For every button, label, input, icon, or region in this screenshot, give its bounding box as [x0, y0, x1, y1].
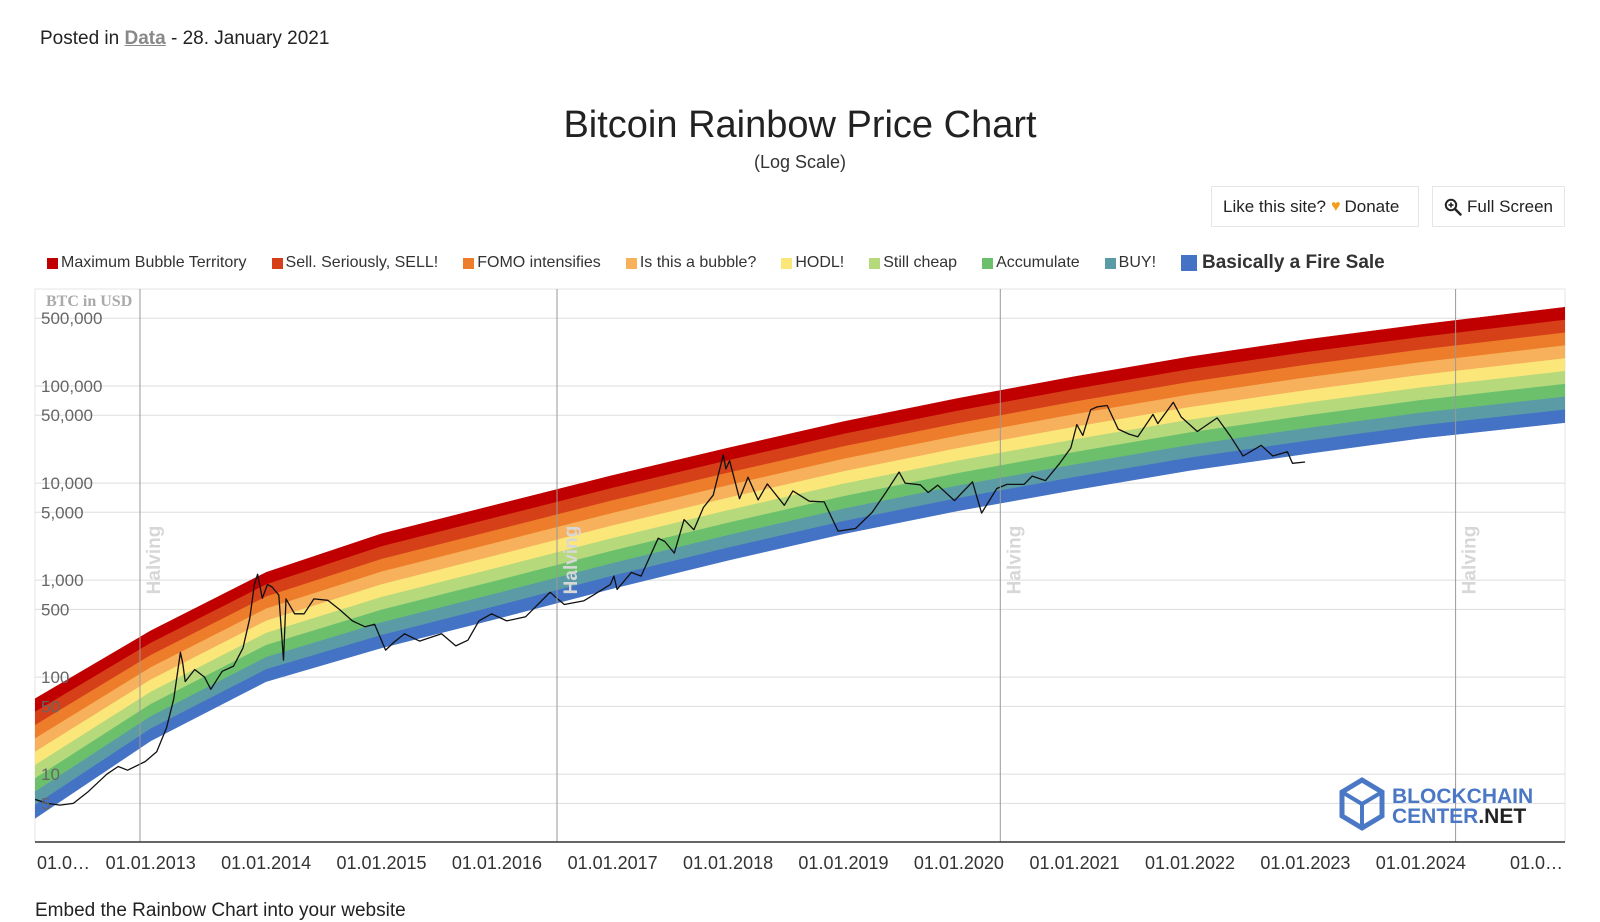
x-tick-label: 01.01.2015: [336, 853, 426, 873]
logo-text-net: .NET: [1478, 805, 1526, 828]
y-tick-label: 1,000: [41, 571, 84, 590]
donate-button[interactable]: Like this site? ♥ Donate: [1211, 186, 1419, 227]
legend-swatch: [1181, 255, 1198, 271]
fullscreen-label: Full Screen: [1467, 196, 1553, 216]
x-tick-label: 01.01.2014: [221, 853, 311, 873]
legend-item[interactable]: FOMO intensifies: [463, 254, 601, 272]
y-tick-label: 500: [41, 600, 69, 619]
y-tick-label: 10,000: [41, 474, 93, 493]
donate-label: Donate: [1344, 196, 1400, 216]
halving-label: Halving: [144, 526, 165, 595]
x-tick-label: 01.01.2017: [568, 853, 658, 873]
y-tick-label: 50: [41, 697, 60, 716]
legend-item[interactable]: Accumulate: [982, 254, 1080, 272]
legend-item[interactable]: HODL!: [781, 254, 844, 272]
price-line: [35, 401, 1306, 806]
logo-text-1: BLOCKCHAIN: [1392, 785, 1533, 808]
fullscreen-button[interactable]: Full Screen: [1432, 186, 1565, 227]
legend-swatch: [781, 257, 793, 269]
legend-item[interactable]: Basically a Fire Sale: [1181, 252, 1385, 274]
legend-swatch: [1104, 257, 1116, 269]
legend-swatch: [982, 257, 994, 269]
chart-title: Bitcoin Rainbow Price Chart: [563, 104, 1037, 146]
legend-label: Basically a Fire Sale: [1202, 252, 1385, 273]
legend-item[interactable]: Sell. Seriously, SELL!: [271, 254, 439, 272]
legend-label: BUY!: [1118, 254, 1157, 271]
x-tick-label: 01.01.2019: [798, 853, 888, 873]
x-tick-label: 01.01.2016: [452, 853, 542, 873]
legend-item[interactable]: Is this a bubble?: [625, 254, 757, 272]
chart-subtitle: (Log Scale): [753, 152, 847, 172]
y-tick-label: 500,000: [41, 309, 102, 328]
legend-item[interactable]: Still cheap: [869, 254, 957, 272]
legend-swatch: [625, 257, 637, 269]
legend-label: Accumulate: [996, 254, 1080, 271]
logo-text-2: CENTER.NET: [1392, 805, 1526, 828]
legend-label: Maximum Bubble Territory: [61, 254, 247, 271]
y-tick-label: 100: [41, 668, 69, 687]
x-tick-label: 01.01.2024: [1376, 853, 1466, 873]
legend-item[interactable]: Maximum Bubble Territory: [47, 254, 247, 272]
y-tick-label: 100,000: [41, 377, 102, 396]
legend-item[interactable]: BUY!: [1104, 254, 1157, 272]
chart-legend: Maximum Bubble Territory Sell. Seriously,…: [47, 252, 1410, 274]
legend-swatch: [869, 257, 881, 269]
legend-label: Sell. Seriously, SELL!: [285, 254, 439, 271]
y-axis-title: BTC in USD: [46, 293, 132, 310]
legend-swatch: [47, 257, 58, 269]
donate-prompt: Like this site?: [1223, 196, 1326, 216]
legend-label: HODL!: [795, 254, 845, 271]
posted-prefix: Posted in: [40, 28, 120, 49]
y-tick-label: 50,000: [41, 406, 93, 425]
x-tick-label: 01.01.2018: [683, 853, 773, 873]
zoom-in-icon: [1444, 198, 1462, 216]
y-tick-label: 5: [41, 794, 50, 813]
legend-swatch: [271, 257, 283, 269]
posted-date: - 28. January 2021: [170, 28, 330, 49]
halving-label: Halving: [1004, 526, 1025, 595]
x-tick-label: 01.01.2020: [914, 853, 1004, 873]
category-link[interactable]: Data: [124, 28, 166, 49]
y-tick-label: 5,000: [41, 503, 84, 522]
halving-label: Halving: [1460, 526, 1481, 595]
legend-swatch: [463, 257, 475, 269]
rainbow-band: [35, 409, 1565, 819]
x-tick-label: 01.01.2022: [1145, 853, 1235, 873]
x-tick-label: 01.01.2021: [1030, 853, 1120, 873]
x-tick-label: 01.01.2023: [1260, 853, 1350, 873]
logo-text-center: CENTER: [1392, 805, 1478, 828]
embed-text: Embed the Rainbow Chart into your websit…: [35, 900, 406, 921]
post-meta: Posted in Data - 28. January 2021: [40, 28, 329, 50]
legend-label: Still cheap: [883, 254, 958, 271]
y-tick-label: 10: [41, 765, 60, 784]
heart-icon: ♥: [1331, 197, 1341, 215]
x-tick-label: 01.0…: [1510, 853, 1563, 873]
x-tick-label: 01.0…: [37, 853, 90, 873]
legend-label: Is this a bubble?: [639, 254, 757, 271]
x-tick-label: 01.01.2013: [106, 853, 196, 873]
legend-label: FOMO intensifies: [477, 254, 601, 271]
halving-label: Halving: [561, 526, 582, 595]
